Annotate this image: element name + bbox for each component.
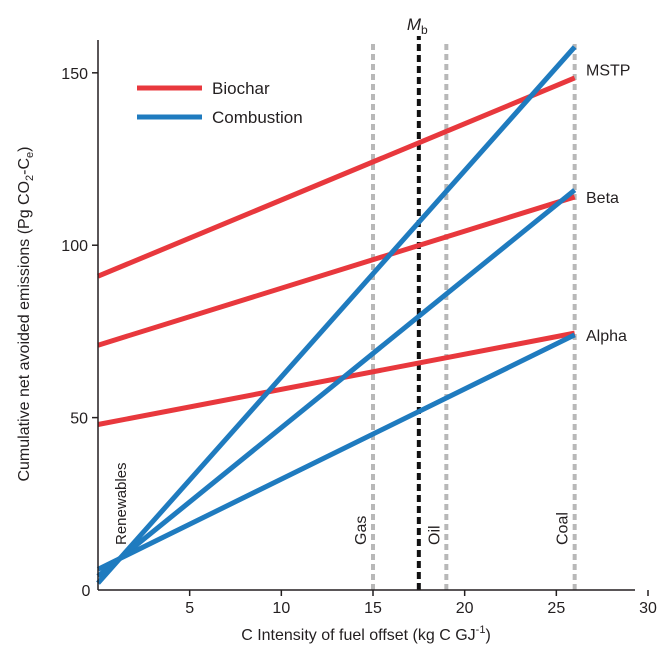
scenario-label-beta: Beta bbox=[586, 190, 619, 207]
reference-line-labels: Gas Oil Coal Mb bbox=[353, 15, 572, 545]
x-axis-title: C Intensity of fuel offset (kg C GJ-1) bbox=[241, 624, 491, 644]
series-line-biochar-mstp bbox=[97, 75, 576, 279]
plot-area: 0 5 10 15 20 25 30 50 100 150 Gas Oil Coal Mb MSTP B… bbox=[61, 15, 657, 617]
axes: 0 5 10 15 20 25 30 50 100 150 bbox=[61, 40, 657, 617]
legend: Biochar Combustion bbox=[137, 79, 303, 127]
y-tick-label-150: 150 bbox=[61, 66, 88, 83]
series-line-combustion-beta bbox=[96, 188, 577, 579]
legend-label-biochar: Biochar bbox=[212, 79, 270, 98]
x-ticks: 0 5 10 15 20 25 30 bbox=[82, 583, 657, 617]
x-tick-label-5: 5 bbox=[185, 600, 194, 617]
reference-label-coal: Coal bbox=[555, 512, 572, 545]
annotation-renewables: Renewables bbox=[113, 462, 130, 545]
reference-label-mb: Mb bbox=[407, 15, 428, 37]
y-axis-title: Cumulative net avoided emissions (Pg CO2… bbox=[16, 146, 36, 481]
reference-label-oil: Oil bbox=[426, 525, 443, 545]
legend-label-combustion: Combustion bbox=[212, 108, 303, 127]
x-tick-label-30: 30 bbox=[639, 600, 657, 617]
series-line-combustion-alpha bbox=[96, 332, 576, 572]
series-line-biochar-alpha bbox=[97, 330, 576, 427]
series-line-biochar-beta bbox=[97, 194, 576, 348]
x-tick-label-25: 25 bbox=[547, 600, 565, 617]
y-tick-label-50: 50 bbox=[70, 411, 88, 428]
x-tick-label-15: 15 bbox=[364, 600, 382, 617]
series-lines bbox=[96, 45, 577, 585]
scenario-labels: MSTP Beta Alpha bbox=[586, 62, 630, 344]
y-tick-label-100: 100 bbox=[61, 238, 88, 255]
scenario-label-alpha: Alpha bbox=[586, 328, 627, 345]
reference-label-gas: Gas bbox=[353, 516, 370, 545]
x-tick-label-10: 10 bbox=[272, 600, 290, 617]
x-tick-label-20: 20 bbox=[456, 600, 474, 617]
scenario-label-mstp: MSTP bbox=[586, 62, 630, 79]
reference-lines bbox=[371, 36, 577, 590]
x-tick-label-0: 0 bbox=[82, 583, 91, 600]
y-ticks: 50 100 150 bbox=[61, 66, 98, 428]
series-line-combustion-mstp bbox=[96, 45, 577, 585]
